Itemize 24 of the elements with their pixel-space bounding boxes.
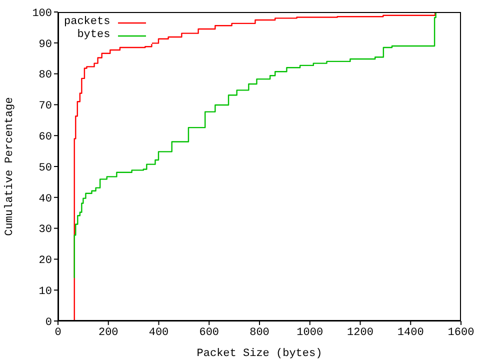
x-tick-label: 1200 — [347, 326, 374, 339]
y-tick-label: 30 — [38, 224, 52, 236]
y-tick-label: 60 — [38, 132, 52, 144]
y-tick-label: 70 — [38, 100, 52, 113]
y-tick-label: 0 — [45, 316, 52, 329]
x-tick-label: 200 — [98, 326, 118, 339]
y-tick-label: 50 — [38, 162, 52, 174]
y-tick-label: 10 — [38, 286, 52, 298]
legend-label: packets — [64, 16, 110, 29]
x-tick-label: 400 — [148, 326, 169, 339]
legend-label: bytes — [77, 29, 110, 42]
y-tick-label: 100 — [32, 8, 52, 20]
x-tick-label: 0 — [54, 326, 62, 339]
y-tick-label: 20 — [38, 255, 52, 268]
x-axis-title: Packet Size (bytes) — [196, 348, 322, 360]
y-axis-title: Cumulative Percentage — [4, 97, 16, 236]
x-tick-label: 1600 — [448, 326, 474, 339]
x-tick-label: 800 — [250, 326, 270, 339]
x-tick-label: 1400 — [397, 326, 424, 339]
y-tick-label: 40 — [38, 193, 52, 206]
y-tick-label: 80 — [38, 70, 52, 82]
y-tick-label: 90 — [38, 38, 52, 51]
x-tick-label: 600 — [199, 326, 220, 339]
x-tick-label: 1000 — [296, 326, 324, 339]
